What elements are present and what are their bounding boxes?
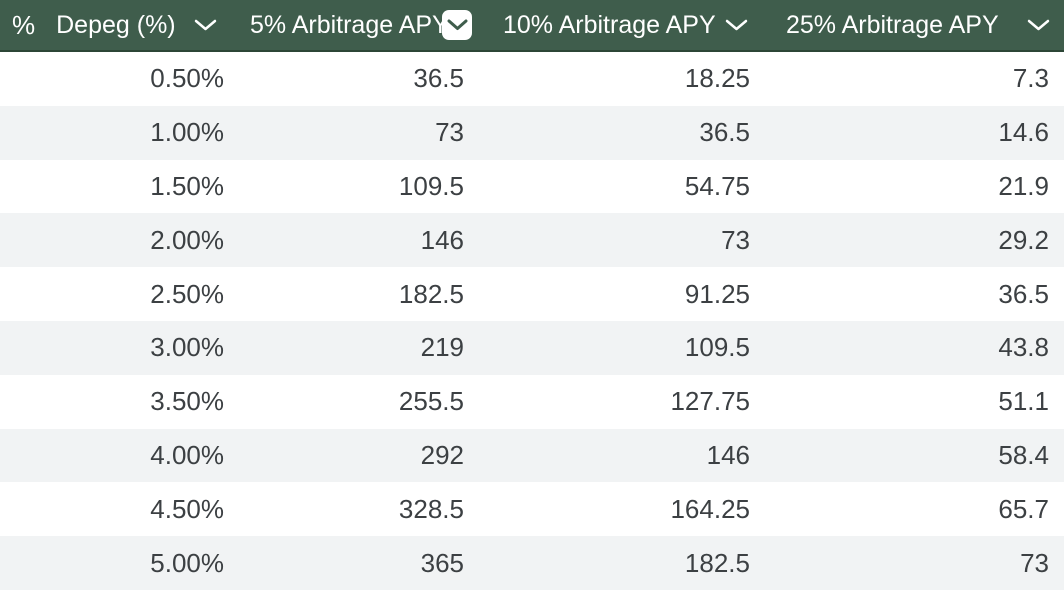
table-cell[interactable]: 109.5 xyxy=(684,332,750,363)
column-dropdown-button[interactable] xyxy=(442,10,472,40)
table-cell[interactable]: 3.50% xyxy=(150,386,224,417)
table-cell[interactable]: 18.25 xyxy=(684,63,750,94)
table-cell[interactable]: 219 xyxy=(420,332,464,363)
table-body: 0.50% 36.5 18.25 7.3 1.00% 73 36.5 14.6 1.50% 1… xyxy=(0,52,1064,590)
table-cell[interactable]: 65.7 xyxy=(998,493,1049,524)
table-row: 2.50% 182.5 91.25 36.5 xyxy=(0,267,1064,321)
table-row: 1.00% 73 36.5 14.6 xyxy=(0,105,1064,160)
table-cell[interactable]: 127.75 xyxy=(670,386,750,417)
table-cell[interactable]: 0.50% xyxy=(150,63,224,94)
table-cell[interactable]: 2.00% xyxy=(150,224,224,255)
column-header-label: 25% Arbitrage APY xyxy=(786,10,999,39)
table-cell[interactable]: 4.00% xyxy=(150,439,224,470)
table-cell[interactable]: 109.5 xyxy=(398,170,464,201)
table-cell[interactable]: 2.50% xyxy=(150,278,224,309)
table-cell[interactable]: 91.25 xyxy=(684,278,750,309)
column-dropdown-button[interactable] xyxy=(194,19,217,31)
table-row: 4.50% 328.5 164.25 65.7 xyxy=(0,482,1064,537)
table-cell[interactable]: 292 xyxy=(420,439,464,470)
table-row: 0.50% 36.5 18.25 7.3 xyxy=(0,52,1064,106)
table-cell[interactable]: 1.00% xyxy=(150,117,224,148)
table-cell[interactable]: 29.2 xyxy=(998,224,1049,255)
column-header-5pct-apy[interactable]: 5% Arbitrage APY xyxy=(240,0,485,50)
column-header-label: 10% Arbitrage APY xyxy=(503,10,716,39)
table-cell[interactable]: 73 xyxy=(721,224,750,255)
chevron-down-icon xyxy=(447,19,468,31)
table-cell[interactable]: 43.8 xyxy=(998,332,1049,363)
table-cell[interactable]: 328.5 xyxy=(398,493,464,524)
table-cell[interactable]: 1.50% xyxy=(150,170,224,201)
table-cell[interactable]: 58.4 xyxy=(998,439,1049,470)
column-header-label: 5% Arbitrage APY xyxy=(250,10,442,39)
table-cell[interactable]: 255.5 xyxy=(398,386,464,417)
column-header-10pct-apy[interactable]: 10% Arbitrage APY xyxy=(485,0,770,50)
table-cell[interactable]: 14.6 xyxy=(998,117,1049,148)
table-row: 3.50% 255.5 127.75 51.1 xyxy=(0,374,1064,429)
table-cell[interactable]: 182.5 xyxy=(684,547,750,578)
table-cell[interactable]: 5.00% xyxy=(150,547,224,578)
table-header-row: % Depeg (%) 5% Arbitrage APY xyxy=(0,0,1064,52)
column-dropdown-button[interactable] xyxy=(725,19,748,31)
table-cell[interactable]: 51.1 xyxy=(998,386,1049,417)
table-cell[interactable]: 54.75 xyxy=(684,170,750,201)
table-row: 1.50% 109.5 54.75 21.9 xyxy=(0,159,1064,214)
chevron-down-icon xyxy=(1027,19,1050,31)
table-cell[interactable]: 73 xyxy=(435,117,464,148)
percent-format-icon: % xyxy=(12,9,36,40)
table-row: 5.00% 365 182.5 73 xyxy=(0,536,1064,590)
chevron-down-icon xyxy=(725,19,748,31)
table-cell[interactable]: 146 xyxy=(420,224,464,255)
chevron-down-icon xyxy=(194,19,217,31)
table-row: 3.00% 219 109.5 43.8 xyxy=(0,320,1064,375)
column-header-25pct-apy[interactable]: 25% Arbitrage APY xyxy=(770,0,1064,50)
column-dropdown-button[interactable] xyxy=(1027,19,1050,31)
table-row: 2.00% 146 73 29.2 xyxy=(0,213,1064,268)
table-cell[interactable]: 365 xyxy=(420,547,464,578)
table-cell[interactable]: 3.00% xyxy=(150,332,224,363)
table-cell[interactable]: 36.5 xyxy=(998,278,1049,309)
table-cell[interactable]: 36.5 xyxy=(413,63,464,94)
table-cell[interactable]: 21.9 xyxy=(998,170,1049,201)
table-cell[interactable]: 182.5 xyxy=(398,278,464,309)
table-cell[interactable]: 7.3 xyxy=(1012,63,1049,94)
table-cell[interactable]: 164.25 xyxy=(670,493,750,524)
table-cell[interactable]: 36.5 xyxy=(699,117,750,148)
table-cell[interactable]: 73 xyxy=(1020,547,1049,578)
table-cell[interactable]: 146 xyxy=(706,439,750,470)
column-header-label: Depeg (%) xyxy=(56,10,176,39)
table-cell[interactable]: 4.50% xyxy=(150,493,224,524)
table-row: 4.00% 292 146 58.4 xyxy=(0,428,1064,483)
column-header-depeg[interactable]: % Depeg (%) xyxy=(0,0,240,50)
